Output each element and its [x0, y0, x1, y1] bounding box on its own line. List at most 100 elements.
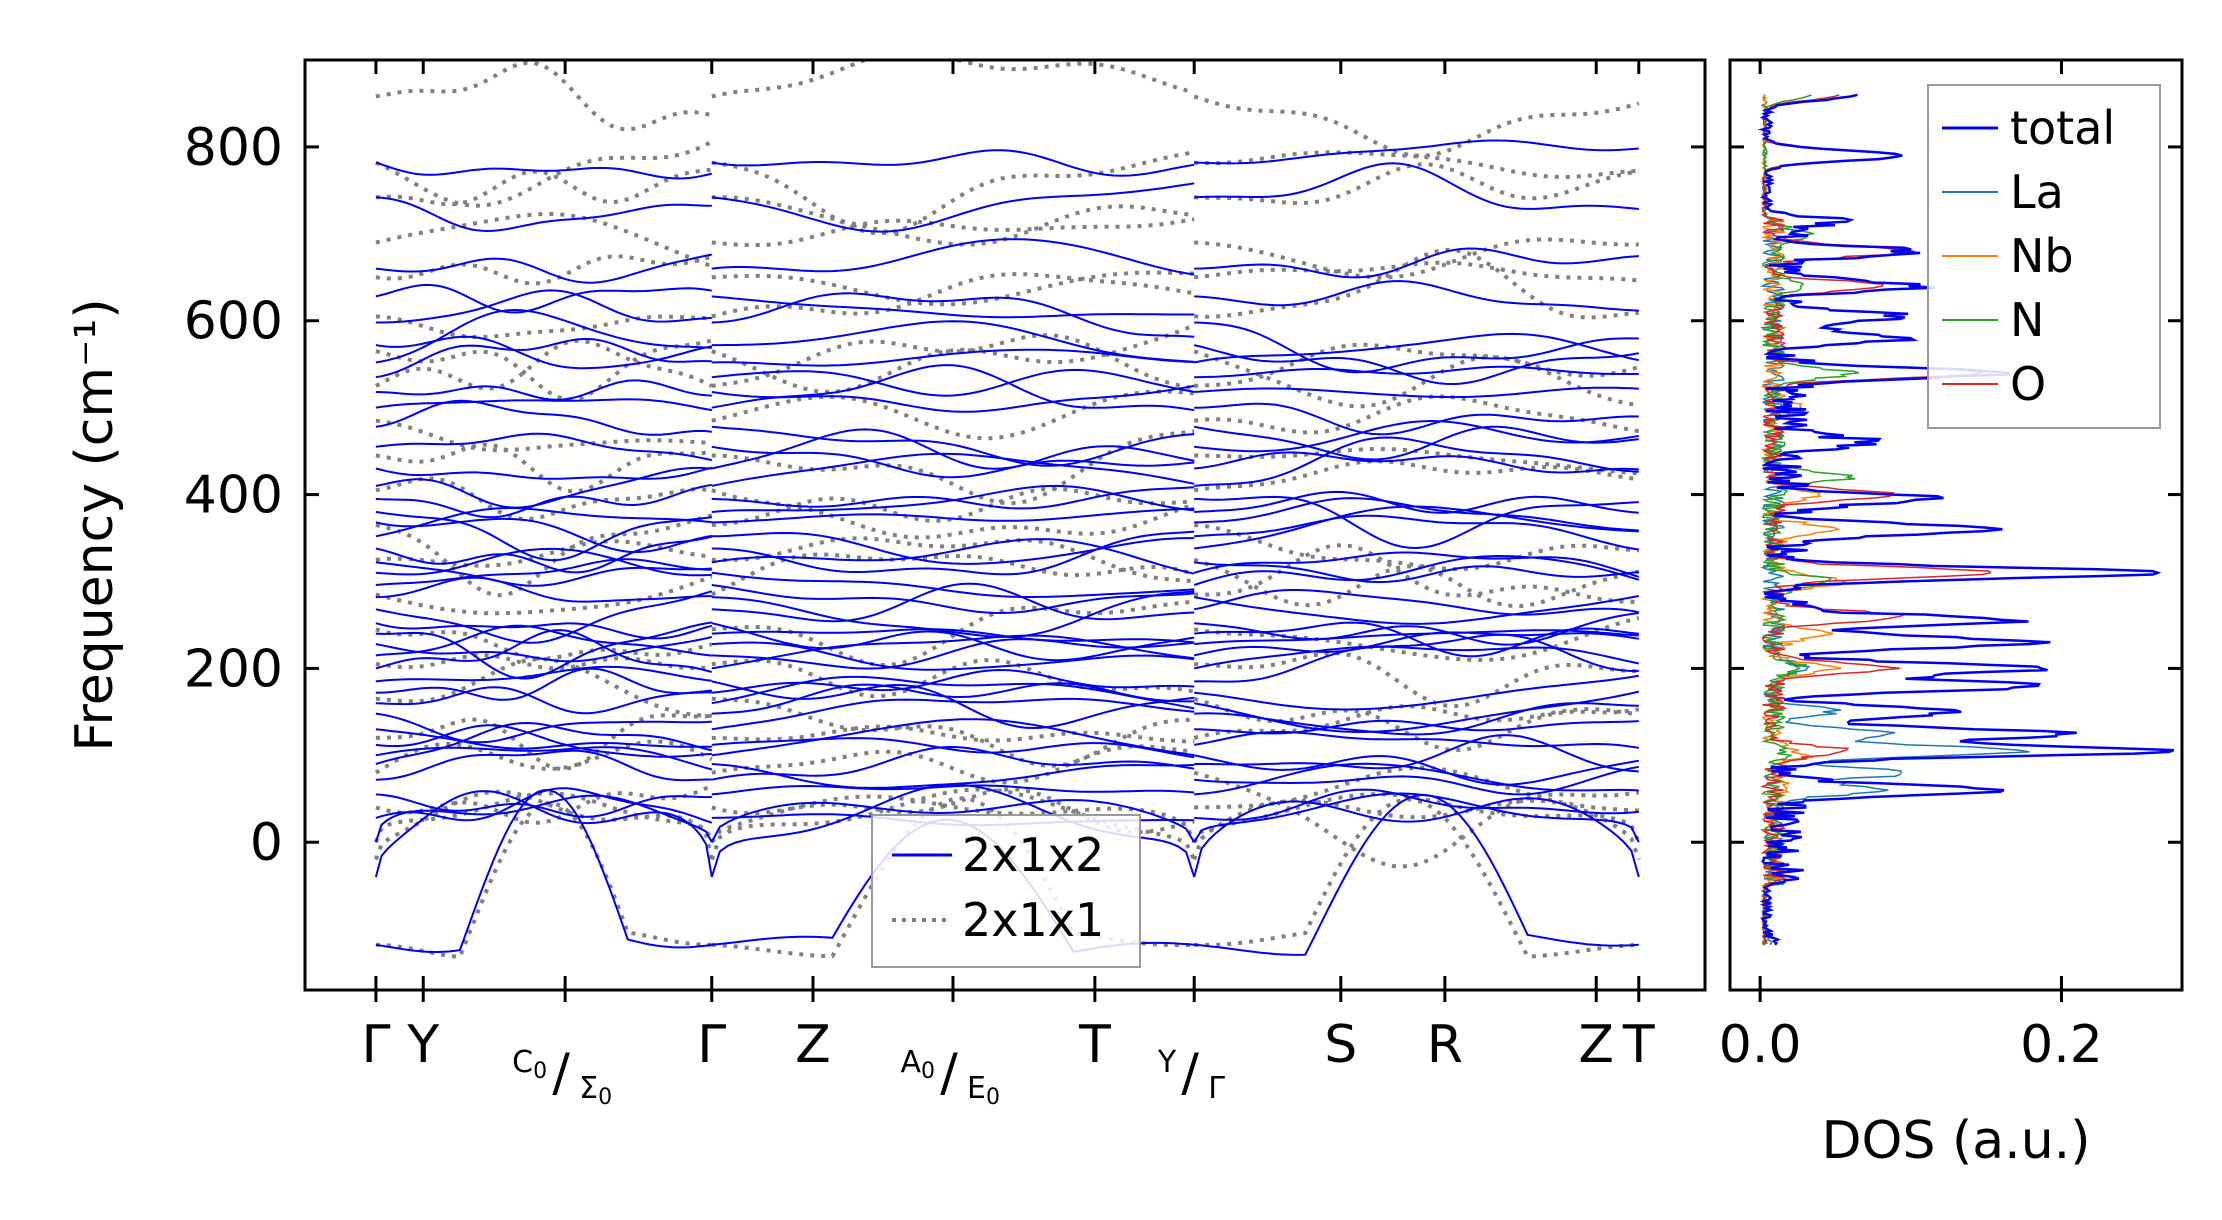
phonon-branch — [1193, 344, 1639, 386]
phonon-branch — [711, 428, 1195, 470]
phonon-branch — [375, 379, 712, 401]
phonon-branch — [1194, 497, 1639, 532]
phonon-branch — [711, 745, 1195, 781]
phonon-branch — [375, 728, 712, 750]
phonon-branch — [375, 432, 713, 462]
phonon-branch — [711, 538, 1195, 575]
phonon-branch — [375, 749, 712, 782]
phonon-branch — [710, 799, 1196, 843]
phonon-branch — [711, 323, 1195, 394]
phonon-branch — [711, 744, 1195, 785]
phonon-branch — [711, 150, 1195, 236]
phonon-branch — [1194, 247, 1639, 320]
phonon-branch — [375, 517, 712, 553]
phonon-branch — [375, 547, 712, 577]
phonon-branch — [711, 217, 1195, 248]
band-k-axis: Γ Y C0/Σ0Γ Z A0/E0T Y / ΓS R Z T — [361, 60, 1655, 1110]
kpoint-label-slash: / — [940, 1043, 958, 1103]
phonon-branch — [1194, 365, 1639, 379]
phonon-branch — [375, 539, 713, 568]
phonon-branch — [375, 513, 713, 598]
phonon-branch — [1193, 554, 1640, 586]
phonon-branch — [1194, 514, 1639, 551]
phonon-branch — [375, 622, 713, 640]
phonon-branch — [375, 561, 712, 587]
phonon-branch — [1194, 793, 1639, 956]
phonon-branch — [375, 212, 713, 269]
phonon-branch — [375, 576, 712, 603]
kpoint-label: Y / Γ — [1157, 1043, 1225, 1106]
dos-legend-label: Nb — [2010, 229, 2074, 283]
dos-xtick-label: 0.2 — [2020, 1015, 2103, 1075]
dos-axes: 0.0 0.2 — [1719, 60, 2182, 1075]
phonon-branch — [711, 763, 1195, 789]
phonon-branch — [1194, 543, 1639, 604]
phonon-branch — [375, 335, 712, 370]
phonon-branch — [711, 696, 1195, 768]
phonon-branch — [1193, 557, 1640, 609]
phonon-branch — [711, 348, 1195, 367]
phonon-branch — [374, 338, 713, 391]
phonon-branch — [711, 634, 1195, 670]
band-plot-frame — [303, 58, 1707, 992]
phonon-branch — [1194, 788, 1639, 821]
phonon-branch — [711, 641, 1195, 671]
kpoint-label: Y — [406, 1015, 439, 1075]
phonon-branch — [711, 680, 1195, 730]
phonon-branch — [1194, 386, 1639, 399]
dos-legend-label: La — [2010, 165, 2064, 219]
phonon-branch — [375, 721, 713, 765]
phonon-branch — [1193, 349, 1640, 409]
phonon-branch — [711, 638, 1195, 670]
kpoint-label: S — [1324, 1015, 1357, 1075]
phonon-branch — [1193, 645, 1640, 670]
phonon-branch — [375, 712, 712, 744]
phonon-branch — [375, 399, 712, 436]
kpoint-label: R — [1427, 1015, 1463, 1075]
phonon-branch — [1194, 332, 1639, 364]
phonon-branch — [711, 270, 1195, 307]
phonon-branch — [1194, 490, 1639, 514]
phonon-branch — [711, 622, 1195, 662]
phonon-branch — [711, 272, 1195, 319]
kpoint-label-bottom: E0 — [967, 1071, 1000, 1110]
kpoint-label-slash: / — [1181, 1043, 1199, 1103]
phonon-branch — [375, 558, 712, 586]
band-legend: 2x1x2 2x1x1 — [871, 814, 1141, 968]
phonon-branch — [1194, 425, 1639, 461]
phonon-branch — [375, 627, 713, 661]
phonon-branch — [375, 308, 712, 364]
phonon-branch — [374, 790, 713, 878]
dos-xtick-label: 0.0 — [1719, 1015, 1802, 1075]
phonon-branch — [711, 452, 1195, 487]
phonon-branch — [1194, 690, 1640, 733]
band-y-axis: 0 200 400 600 800 — [184, 118, 1705, 873]
phonon-branch — [711, 195, 1195, 247]
phonon-branch — [1194, 139, 1639, 165]
phonon-branch — [375, 506, 712, 538]
kpoint-label: Γ — [697, 1015, 726, 1075]
phonon-branch — [711, 295, 1195, 319]
phonon-branch — [711, 320, 1195, 363]
phonon-branch — [711, 582, 1195, 623]
phonon-branch — [1194, 451, 1639, 474]
phonon-branch — [375, 167, 712, 207]
kpoint-label: Z — [795, 1015, 831, 1075]
phonon-branch — [710, 794, 1197, 844]
kpoint-label-slash: / — [552, 1043, 570, 1103]
phonon-branch — [711, 668, 1195, 694]
phonon-branch — [1194, 436, 1639, 487]
phonon-branch — [375, 629, 713, 674]
phonon-branch — [711, 531, 1195, 565]
phonon-branch — [711, 238, 1195, 276]
phonon-branch — [711, 787, 1195, 835]
phonon-branch — [375, 621, 712, 680]
phonon-branch — [1194, 280, 1639, 312]
phonon-branch — [375, 636, 713, 663]
phonon-branch — [1194, 797, 1639, 959]
band-legend-box — [871, 814, 1141, 968]
phonon-branch — [1194, 765, 1639, 796]
phonon-branch — [1194, 762, 1639, 796]
phonon-branch — [1193, 770, 1640, 869]
